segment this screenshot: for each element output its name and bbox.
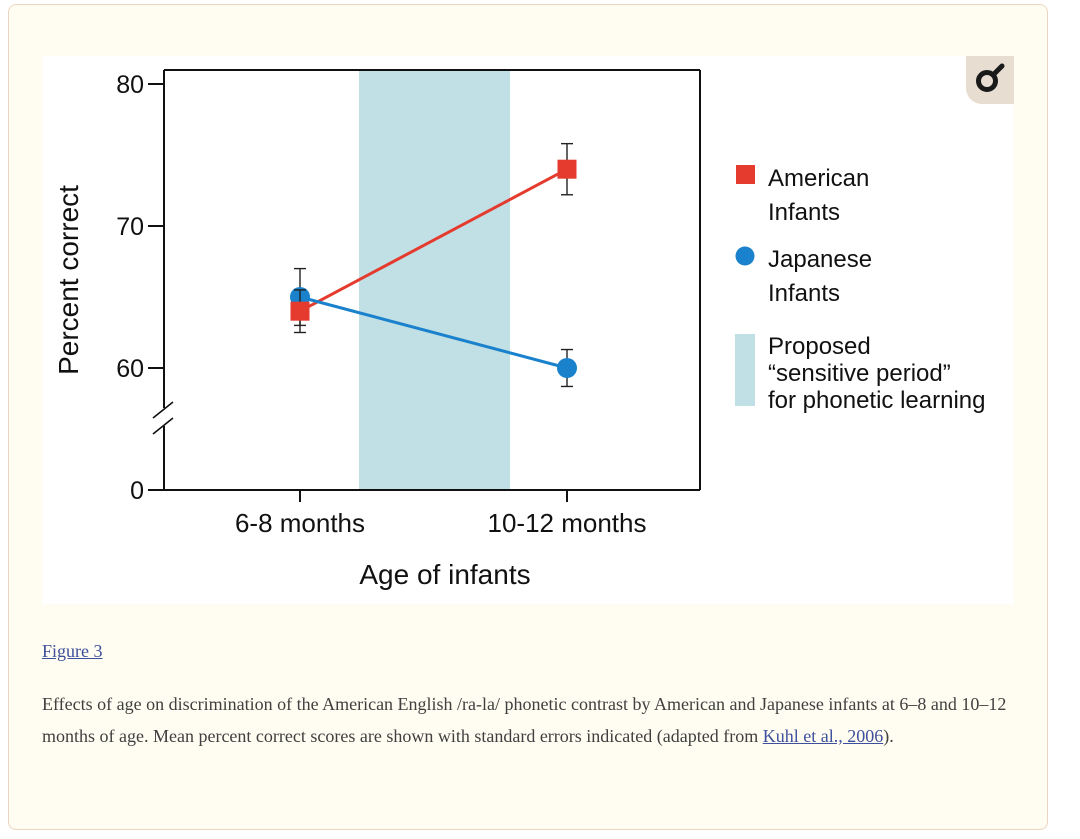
legend-label-japanese: Japanese <box>768 246 872 273</box>
chart: 0 60 70 80 6-8 months 10-12 months Age of infa… <box>53 69 985 590</box>
legend-label-sensitive-period: Proposed <box>768 333 871 360</box>
data-point-japanese <box>557 358 577 378</box>
axis-break-mark <box>152 417 174 435</box>
y-tick-label: 70 <box>116 213 144 241</box>
legend-label-sensitive-period: for phonetic learning <box>768 387 985 414</box>
magnifier-icon <box>976 63 1005 92</box>
x-tick-label: 10-12 months <box>488 508 647 538</box>
sensitive-period-band <box>359 70 510 490</box>
legend-label-american: American <box>768 165 869 192</box>
axis-break-mark <box>152 401 174 419</box>
figure-link[interactable]: Figure 3 <box>42 641 103 661</box>
series-line-american <box>299 167 568 313</box>
figure-caption: Effects of age on discrimination of the … <box>42 688 1017 752</box>
y-tick-label: 60 <box>116 355 144 383</box>
legend-label-american: Infants <box>768 199 840 226</box>
legend-label-sensitive-period: “sensitive period” <box>768 360 951 387</box>
caption-text-end: ). <box>883 726 894 746</box>
x-tick-label: 6-8 months <box>235 508 365 538</box>
series-line-japanese <box>299 295 568 370</box>
y-axis-title: Percent correct <box>53 185 84 375</box>
zoom-button[interactable] <box>966 56 1014 104</box>
citation-link[interactable]: Kuhl et al., 2006 <box>762 726 884 746</box>
data-point-american <box>290 301 310 321</box>
legend-swatch-sensitive-period <box>735 334 755 406</box>
legend-marker-japanese <box>735 246 755 266</box>
legend-marker-american <box>736 165 755 184</box>
data-point-american <box>557 159 577 179</box>
caption-text: Effects of age on discrimination of the … <box>42 694 1007 746</box>
y-tick-label: 0 <box>130 477 144 505</box>
y-tick-label: 80 <box>116 71 144 99</box>
figure-panel: 0 60 70 80 6-8 months 10-12 months Age of infa… <box>42 56 1014 604</box>
x-axis-title: Age of infants <box>359 559 530 590</box>
legend-label-japanese: Infants <box>768 280 840 307</box>
